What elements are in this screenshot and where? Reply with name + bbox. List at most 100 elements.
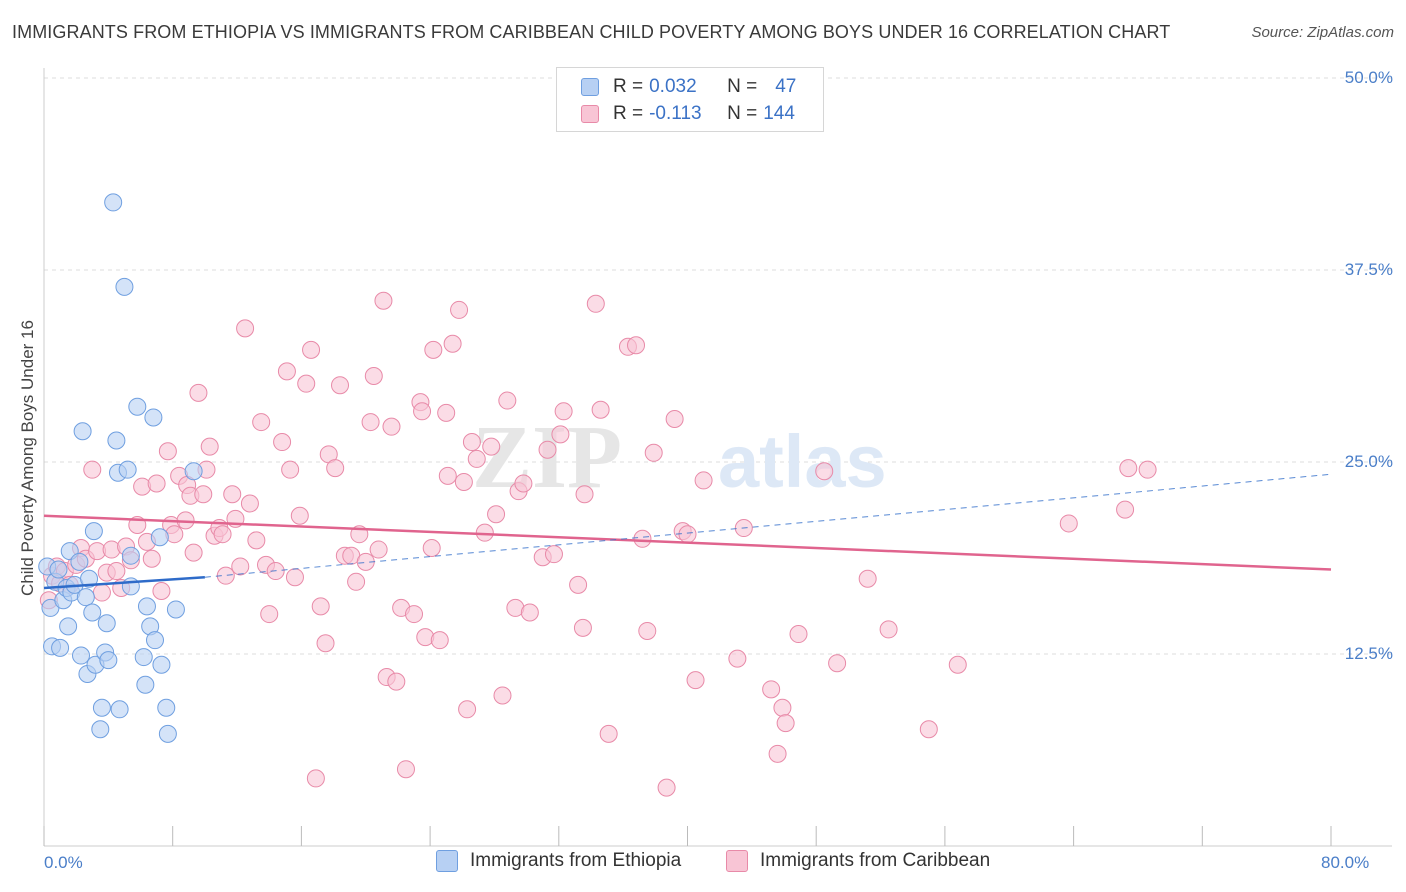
chart-title: IMMIGRANTS FROM ETHIOPIA VS IMMIGRANTS F… (12, 22, 1171, 42)
caribbean-point (92, 583, 111, 602)
caribbean-swatch (581, 105, 599, 123)
caribbean-point (694, 471, 713, 490)
grid-lines (44, 77, 1392, 655)
caribbean-point (475, 523, 494, 542)
caribbean-point (107, 562, 126, 581)
caribbean-point (252, 413, 271, 432)
caribbean-point (633, 529, 652, 548)
caribbean-point (405, 605, 424, 624)
caribbean-point (382, 417, 401, 436)
caribbean-point (1116, 500, 1135, 519)
caribbean-point (102, 540, 121, 559)
caribbean-point (297, 374, 316, 393)
ethiopia-point (51, 638, 70, 657)
caribbean-point (815, 462, 834, 481)
caribbean-point (416, 628, 435, 647)
caribbean-point (569, 575, 588, 594)
caribbean-point (482, 437, 501, 456)
caribbean-point (858, 569, 877, 588)
caribbean-point (657, 778, 676, 797)
caribbean-point (290, 506, 309, 525)
caribbean-point (311, 597, 330, 616)
caribbean-point (152, 582, 171, 601)
legend-r-value: -0.113 (649, 103, 702, 124)
caribbean-point (627, 336, 646, 355)
ethiopia-point (92, 698, 111, 717)
x-tick-label-min: 0.0% (44, 853, 83, 872)
series-legend-ethiopia[interactable]: Immigrants from Ethiopia (436, 850, 681, 872)
ethiopia-point (73, 422, 92, 441)
caribbean-point (514, 474, 533, 493)
ethiopia-point (110, 700, 129, 719)
caribbean-swatch (726, 850, 748, 872)
ethiopia-point (157, 698, 176, 717)
caribbean-point (1119, 459, 1138, 478)
caribbean-point (158, 442, 177, 461)
caribbean-point (493, 686, 512, 705)
caribbean-point (1059, 514, 1078, 533)
caribbean-point (281, 460, 300, 479)
caribbean-point (374, 291, 393, 310)
caribbean-point (369, 540, 388, 559)
caribbean-point (184, 543, 203, 562)
caribbean-point (919, 720, 938, 739)
caribbean-point (450, 300, 469, 319)
caribbean-point (467, 449, 486, 468)
caribbean-point (879, 620, 898, 639)
caribbean-point (538, 440, 557, 459)
series-legend-caribbean[interactable]: Immigrants from Caribbean (726, 850, 990, 872)
ethiopia-point (76, 588, 95, 607)
ethiopia-point (72, 646, 91, 665)
series-legend-label: Immigrants from Caribbean (760, 850, 991, 871)
caribbean-point (575, 485, 594, 504)
caribbean-point (277, 362, 296, 381)
caribbean-point (644, 443, 663, 462)
caribbean-point (387, 672, 406, 691)
legend-r-label: R = (613, 76, 644, 97)
ethiopia-trend-extension (204, 473, 1332, 578)
caribbean-point (331, 376, 350, 395)
ethiopia-point (97, 614, 116, 633)
ethiopia-point (134, 648, 153, 667)
legend-n-value: 47 (775, 76, 797, 97)
ethiopia-point (136, 675, 155, 694)
ethiopia-point (104, 193, 123, 212)
caribbean-point (147, 474, 166, 493)
caribbean-point (544, 545, 563, 564)
caribbean-point (302, 340, 321, 359)
ethiopia-point (118, 460, 137, 479)
caribbean-point (437, 403, 456, 422)
caribbean-point (189, 383, 208, 402)
caribbean-point (413, 402, 432, 421)
y-tick-label: 50.0% (1344, 68, 1393, 87)
x-tick-label-max: 80.0% (1321, 853, 1370, 872)
ethiopia-point (144, 408, 163, 427)
caribbean-point (591, 400, 610, 419)
caribbean-point (728, 649, 747, 668)
legend-r-label: R = (613, 103, 644, 124)
caribbean-point (773, 698, 792, 717)
caribbean-point (200, 437, 219, 456)
caribbean-point (789, 625, 808, 644)
ethiopia-point (152, 655, 171, 674)
ethiopia-point (59, 617, 78, 636)
caribbean-point (776, 714, 795, 733)
caribbean-point (424, 340, 443, 359)
caribbean-point (316, 634, 335, 653)
caribbean-point (768, 744, 787, 763)
caribbean-point (599, 724, 618, 743)
ethiopia-point (115, 277, 134, 296)
ethiopia-point (80, 569, 99, 588)
caribbean-point (347, 572, 366, 591)
caribbean-point (306, 769, 325, 788)
caribbean-point (454, 472, 473, 491)
caribbean-point (762, 680, 781, 699)
caribbean-point (686, 671, 705, 690)
ethiopia-point (84, 522, 103, 541)
caribbean-point (586, 294, 605, 313)
caribbean-point (678, 525, 697, 544)
axes (43, 68, 1392, 847)
caribbean-point (396, 760, 415, 779)
caribbean-point (438, 466, 457, 485)
caribbean-point (213, 525, 232, 544)
